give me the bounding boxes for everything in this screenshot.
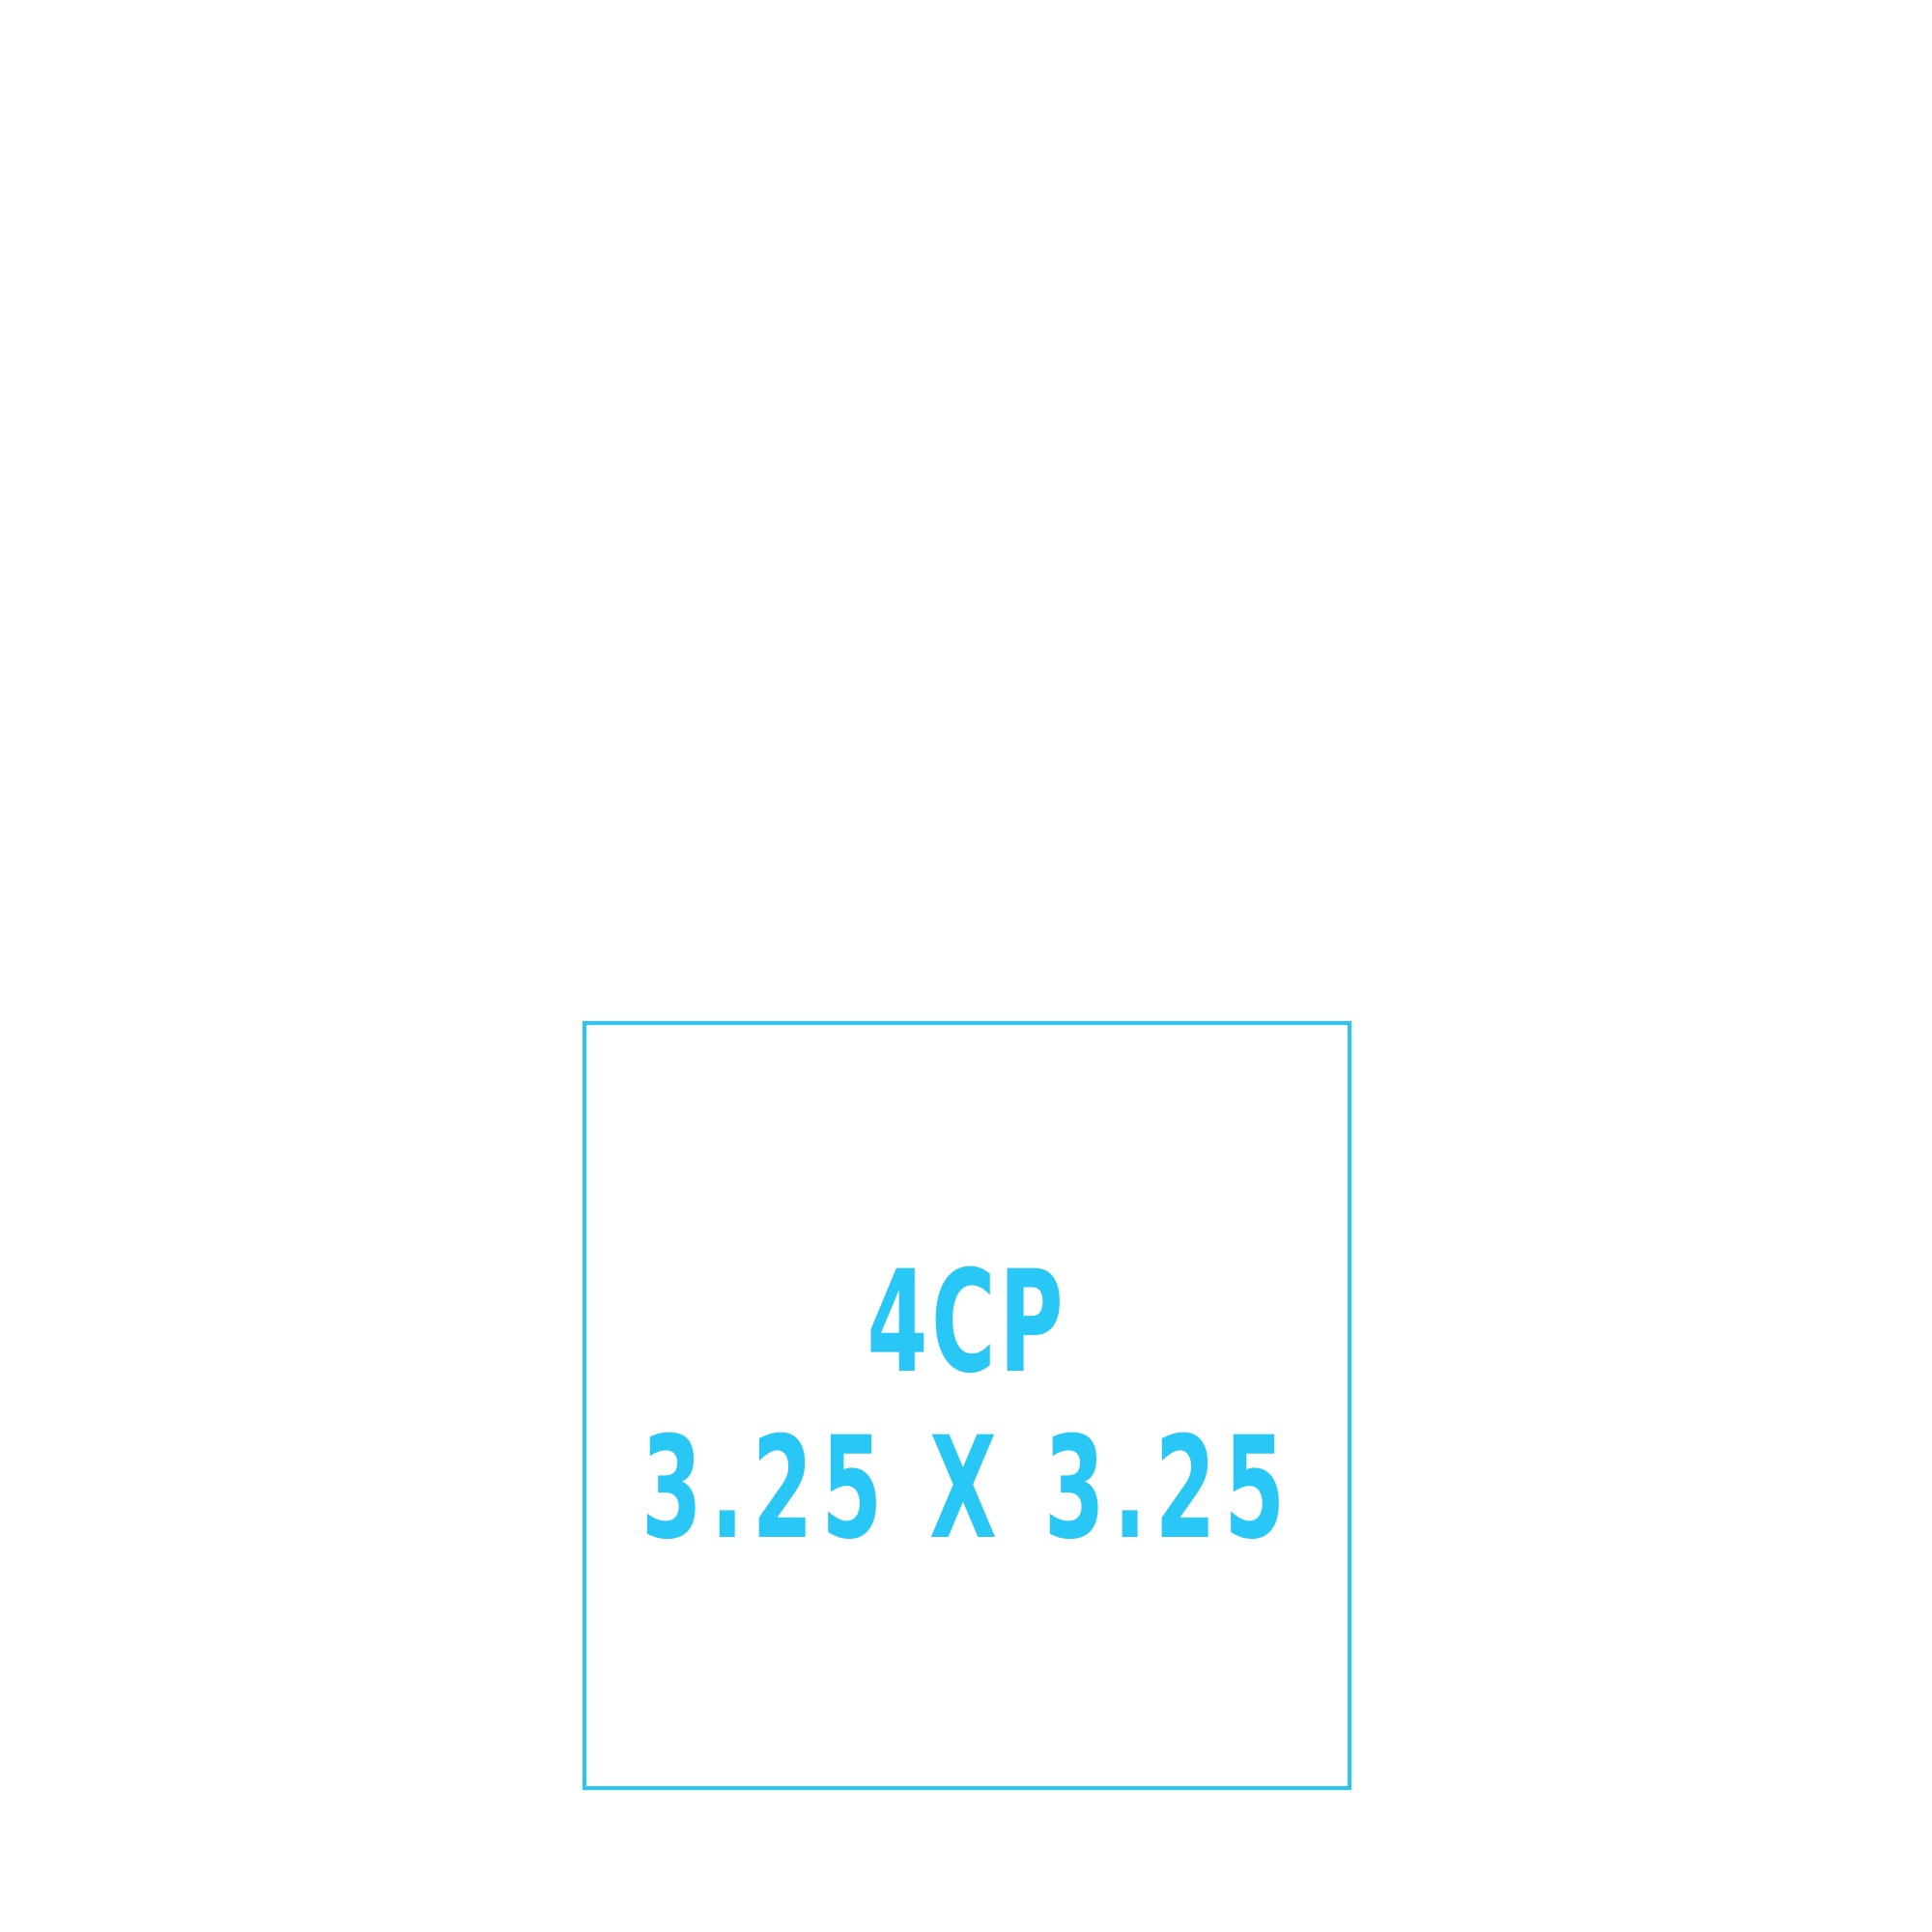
imprint-area-box: 4CP 3.25 X 3.25	[582, 1021, 1351, 1790]
imprint-size-label: 3.25 X 3.25	[640, 1406, 1293, 1571]
imprint-color-label: 4CP	[867, 1240, 1067, 1405]
